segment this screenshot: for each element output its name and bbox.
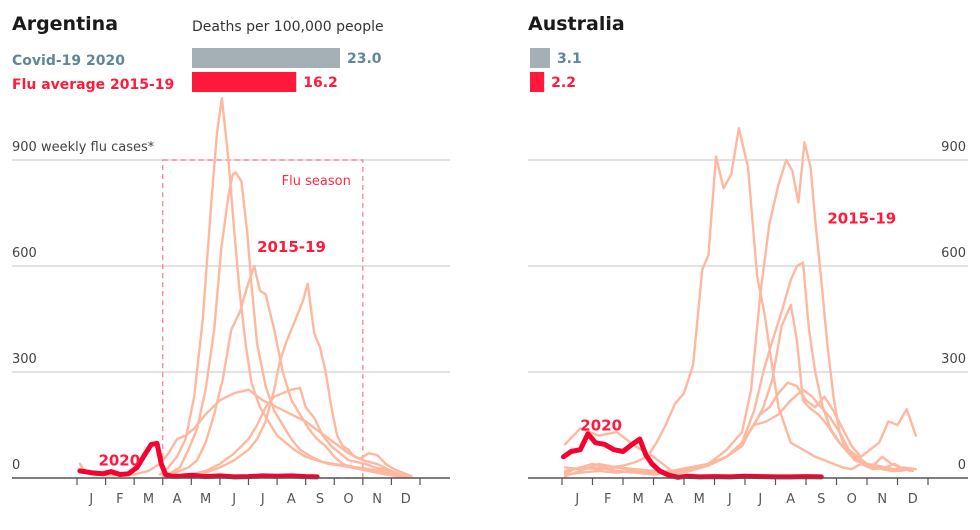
panel-title: Australia [528, 13, 625, 35]
series-line-flu-2015-19 [161, 171, 405, 478]
month-label: M [200, 492, 211, 507]
panel-title: Argentina [12, 13, 118, 35]
month-label: O [847, 492, 857, 507]
month-label: F [604, 492, 611, 507]
month-label: J [231, 492, 236, 507]
month-label: A [786, 492, 795, 507]
month-label: M [694, 492, 705, 507]
flu-bar [530, 72, 545, 92]
month-label: J [88, 492, 93, 507]
series-line-flu-2015-19 [161, 386, 410, 479]
annotation-2020: 2020 [98, 452, 140, 470]
y-axis-labels: 0 300 600 900 weekly flu cases* [12, 140, 155, 473]
series-line-2020 [561, 431, 824, 480]
series-line-flu-2015-19 [158, 96, 410, 478]
month-label: M [633, 492, 644, 507]
bar-chart-title: Deaths per 100,000 people [192, 19, 384, 35]
flu-bar-value: 2.2 [551, 75, 576, 91]
series-lines [77, 96, 413, 480]
flu-season-label: Flu season [282, 174, 351, 189]
covid-bar-value: 23.0 [347, 51, 382, 67]
annotation-2015-19: 2015-19 [257, 238, 326, 256]
flu-season-outline [162, 159, 364, 479]
month-label: M [143, 492, 154, 507]
argentina-panel: Argentina Deaths per 100,000 people Covi… [12, 13, 450, 507]
flu-bar [192, 72, 297, 92]
y-tick-label: 300 [12, 352, 37, 367]
gridlines [12, 159, 450, 373]
annotations: 2015-19 2020 [580, 210, 896, 435]
covid-bar [530, 48, 550, 68]
month-label: S [817, 492, 825, 507]
legend-covid-label: Covid-19 2020 [12, 53, 125, 69]
series-line-flu-2015-19 [161, 264, 410, 479]
month-label: O [343, 492, 353, 507]
month-label: N [877, 492, 887, 507]
annotation-2015-19: 2015-19 [827, 210, 896, 228]
series-line-2020 [77, 440, 320, 480]
flu-bar-value: 16.2 [303, 75, 338, 91]
y-tick-label: 600 [12, 246, 37, 261]
covid-bar-value: 3.1 [557, 51, 582, 67]
month-label: J [260, 492, 265, 507]
month-label: N [372, 492, 382, 507]
series-line-flu-2015-19 [161, 282, 413, 479]
y-tick-label: 0 [12, 458, 20, 473]
month-label: J [574, 492, 579, 507]
month-label: A [664, 492, 673, 507]
series-lines [561, 126, 917, 480]
y-tick-label: 600 [941, 246, 966, 261]
flu-season-box: Flu season [162, 159, 364, 479]
gridlines [528, 159, 968, 373]
month-label: A [287, 492, 296, 507]
australia-panel: Australia 3.1 2.2 J F M A M J J A S O N D 0 300 600 900… [528, 13, 968, 507]
y-tick-label: 900 [941, 140, 966, 155]
month-label: J [757, 492, 762, 507]
y-tick-label: 300 [941, 352, 966, 367]
month-label: S [316, 492, 324, 507]
month-label: F [116, 492, 123, 507]
month-label: D [908, 492, 918, 507]
month-label: A [173, 492, 182, 507]
y-axis-labels: 0 300 600 900 [941, 140, 966, 473]
y-tick-label: 900 weekly flu cases* [12, 140, 155, 155]
legend-flu-label: Flu average 2015-19 [12, 77, 174, 93]
y-tick-label: 0 [958, 458, 966, 473]
month-label: D [401, 492, 411, 507]
annotations: 2015-19 2020 [98, 238, 325, 470]
annotation-2020: 2020 [580, 416, 622, 434]
death-rate-bars: 3.1 2.2 [530, 48, 582, 92]
covid-bar [192, 48, 340, 68]
series-line-flu-2015-19 [563, 126, 908, 473]
month-label: J [727, 492, 732, 507]
series-line-flu-2015-19 [563, 261, 914, 476]
death-rate-bars: 23.0 16.2 [192, 48, 382, 92]
series-line-flu-2015-19 [563, 381, 917, 474]
